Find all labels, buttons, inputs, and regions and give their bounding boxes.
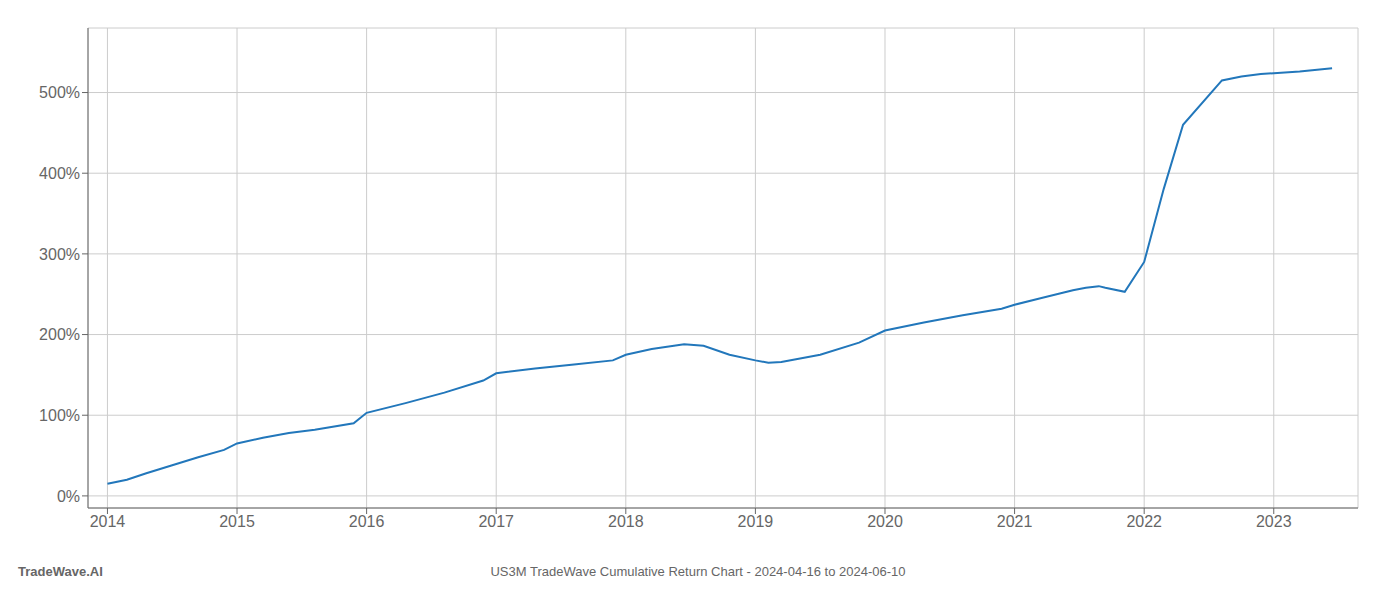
svg-text:2017: 2017 — [478, 513, 514, 530]
svg-text:400%: 400% — [39, 165, 80, 182]
svg-text:2019: 2019 — [738, 513, 774, 530]
svg-text:200%: 200% — [39, 326, 80, 343]
svg-text:500%: 500% — [39, 84, 80, 101]
svg-text:300%: 300% — [39, 246, 80, 263]
svg-text:2022: 2022 — [1126, 513, 1162, 530]
svg-text:2018: 2018 — [608, 513, 644, 530]
svg-text:2016: 2016 — [349, 513, 385, 530]
svg-text:2014: 2014 — [90, 513, 126, 530]
svg-text:2020: 2020 — [867, 513, 903, 530]
svg-text:2021: 2021 — [997, 513, 1033, 530]
svg-text:100%: 100% — [39, 407, 80, 424]
svg-text:0%: 0% — [57, 488, 80, 505]
svg-text:2023: 2023 — [1256, 513, 1292, 530]
html-text:TradeWave.AI: TradeWave.AI — [18, 564, 103, 579]
svg-text:2015: 2015 — [219, 513, 255, 530]
html-text:US3M TradeWave Cumulative Retu: US3M TradeWave Cumulative Return Chart -… — [490, 564, 906, 579]
